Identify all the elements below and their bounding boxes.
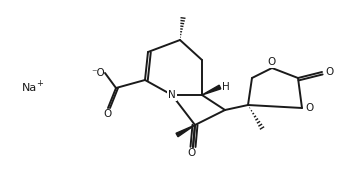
Polygon shape — [176, 125, 195, 137]
Text: O: O — [268, 57, 276, 67]
Text: N: N — [168, 90, 176, 100]
Text: H: H — [222, 82, 230, 92]
Text: O: O — [325, 67, 333, 77]
Text: O: O — [188, 148, 196, 158]
Text: O: O — [103, 109, 111, 119]
Text: ⁻O: ⁻O — [91, 68, 105, 78]
Polygon shape — [202, 85, 221, 95]
Text: Na: Na — [22, 83, 37, 93]
Text: +: + — [36, 78, 43, 87]
Text: O: O — [306, 103, 314, 113]
